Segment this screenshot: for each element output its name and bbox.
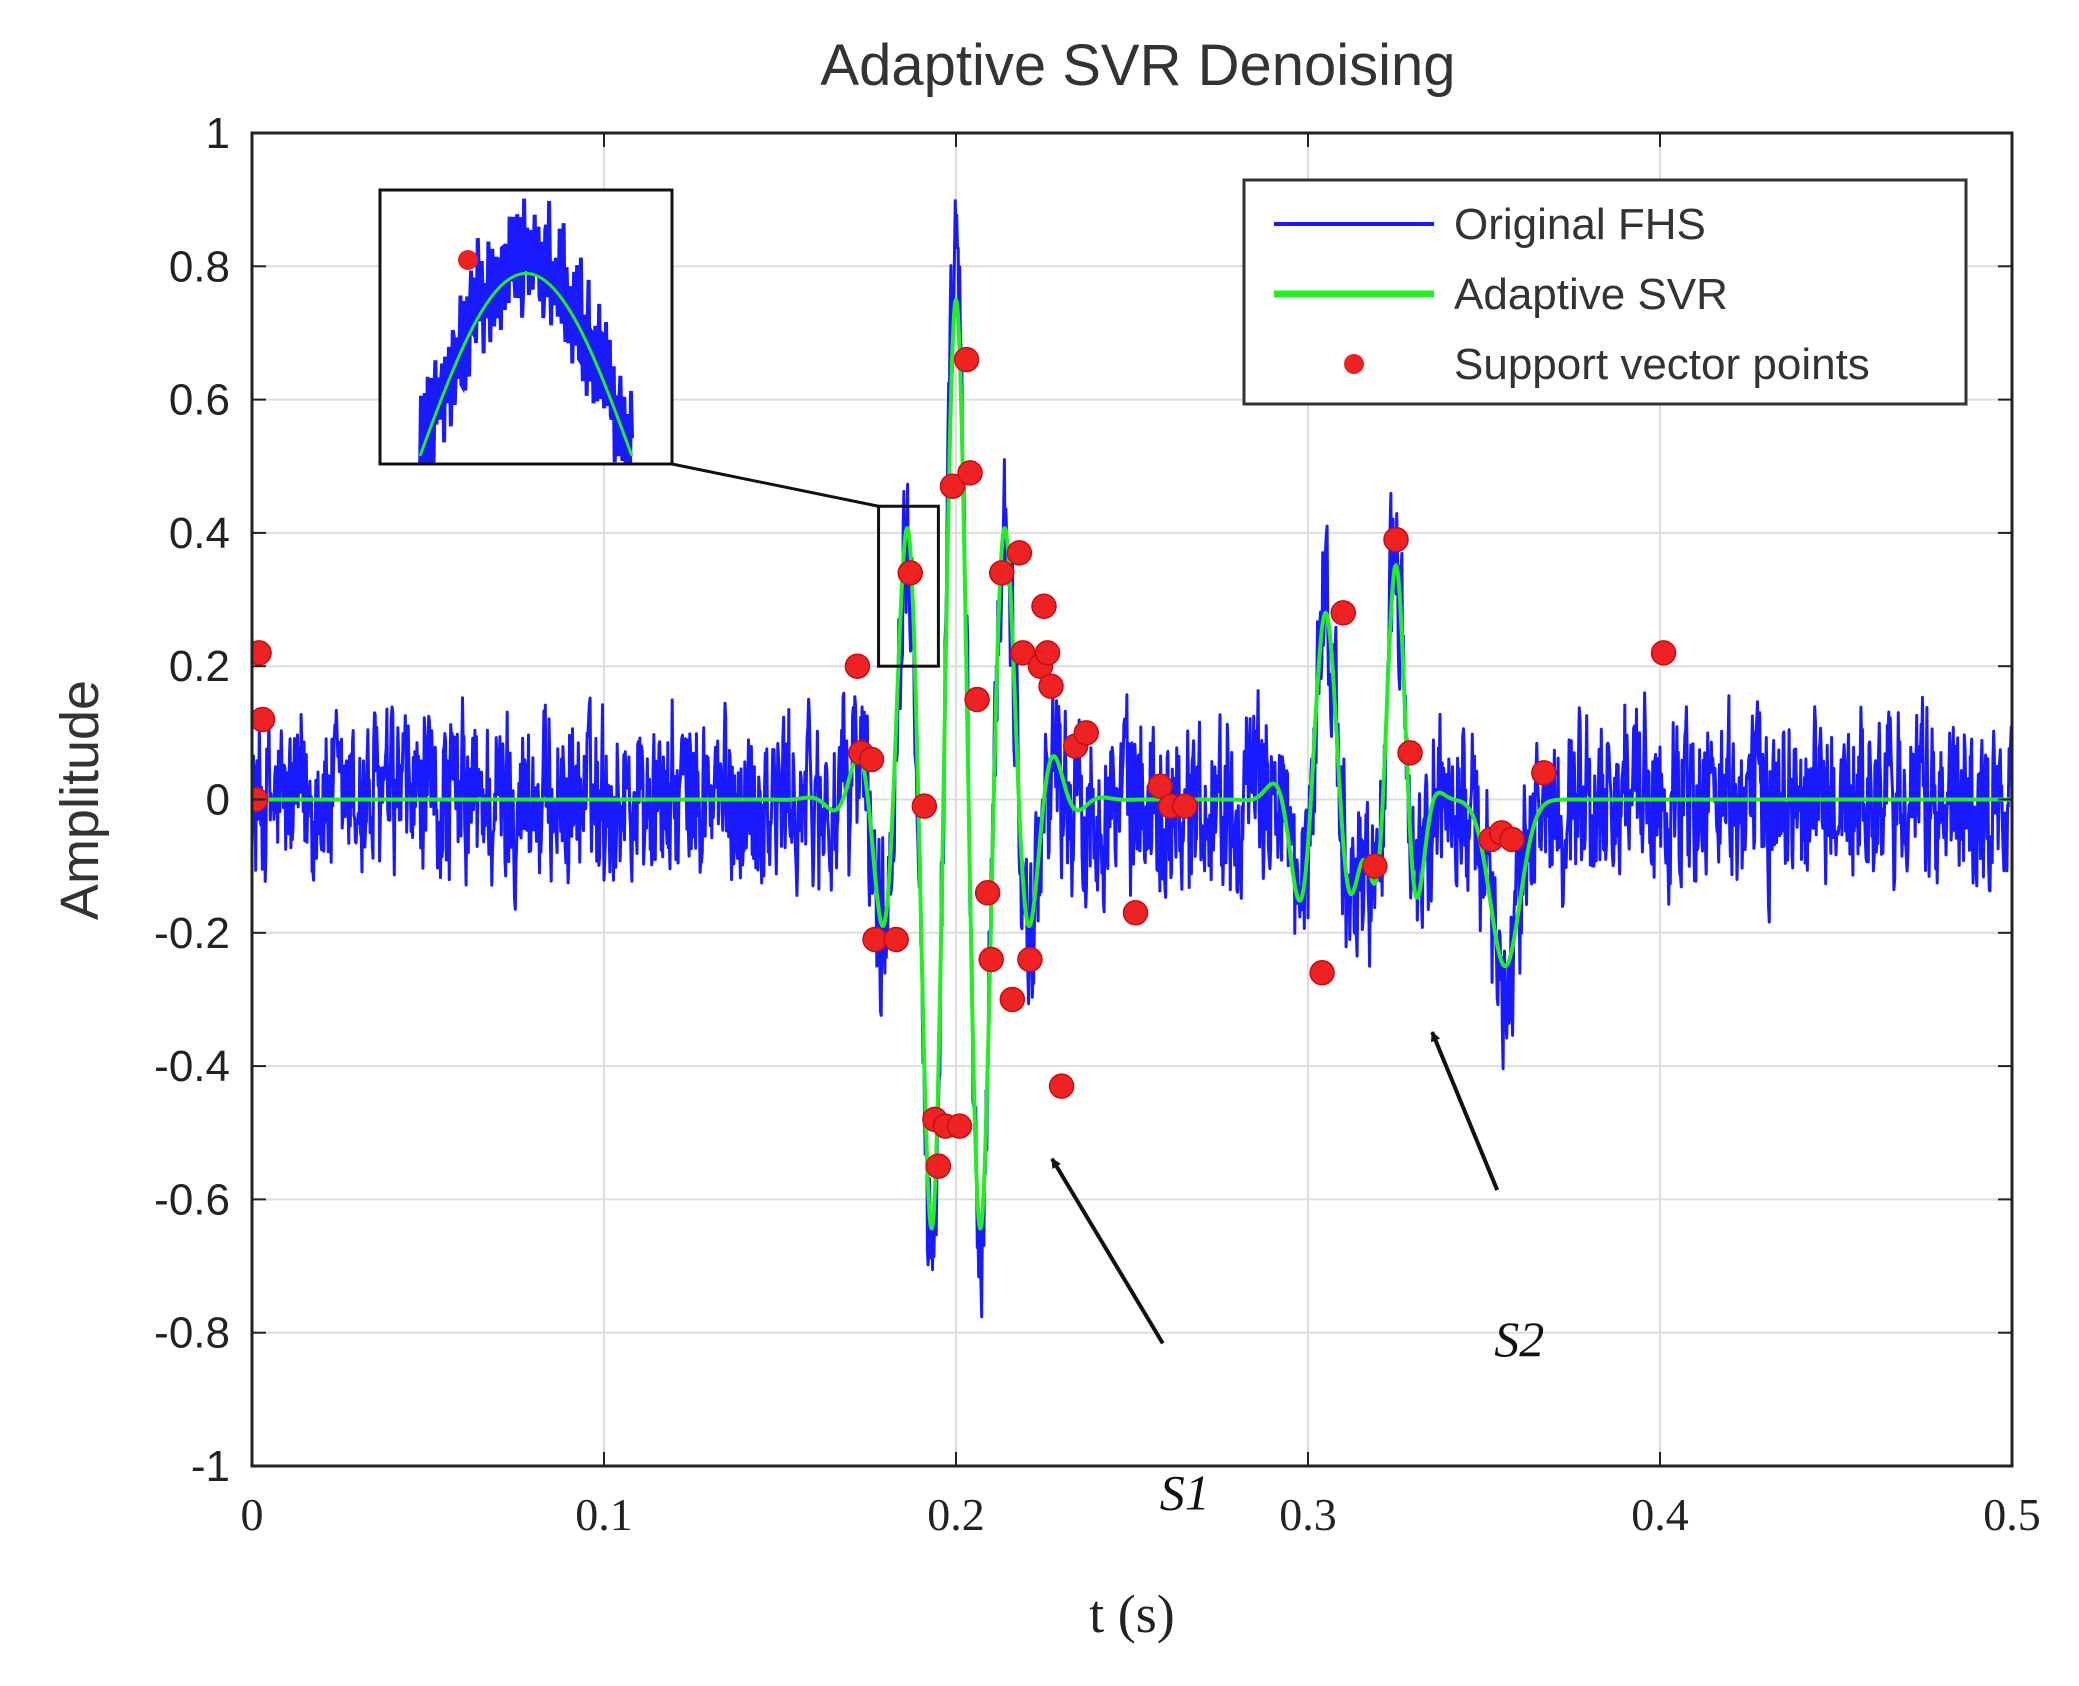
support-vector-point [1397,740,1423,766]
support-vector-point [1362,853,1388,879]
support-vector-point [1531,760,1557,786]
support-vector-point [1147,773,1173,799]
support-vector-point [252,706,276,733]
support-vector-point [1034,640,1061,666]
y-tick-label: -0.2 [154,909,230,958]
y-tick-label: 0 [206,776,230,825]
inset-frame [378,188,674,466]
y-tick-label: 1 [206,109,230,158]
support-vector-point [911,793,938,819]
support-vector-point [252,640,272,666]
y-tick-label: 0.4 [169,509,230,558]
support-vector-point [989,560,1015,586]
axis-ticks: 0 0.1 0.2 0.3 0.4 0.5 1 0.8 0.6 0.4 0.2 0 -0.2 -0.4 -0… [154,109,2041,1540]
support-vector-point [897,560,923,586]
x-tick-label: 0.5 [1983,1489,2041,1540]
inset-series-adaptive-svr [418,272,634,457]
annotation-label: S1 [1160,1464,1210,1520]
support-vector-point [939,473,966,499]
support-vector-point [946,1113,973,1139]
support-vector-point [1650,640,1677,666]
support-vector-point [1038,673,1064,699]
annotation-arrow [1050,1157,1165,1345]
support-vector-point [978,946,1004,973]
x-tick-label: 0 [241,1489,264,1540]
annotations: S1 S2 [1050,1031,1544,1520]
support-vector-point [964,686,990,713]
annotation-arrow [1430,1031,1500,1191]
legend-swatch-marker [1344,354,1364,374]
series-original-fhs [252,199,2012,1319]
y-tick-label: 0.8 [169,242,230,291]
y-tick-label: 0.2 [169,642,230,691]
y-tick-label: -1 [191,1442,230,1491]
support-vector-point [1122,900,1149,926]
zoom-region-box [877,504,940,668]
support-vector-point [1006,540,1033,566]
legend: Original FHS Adaptive SVR Support vector p… [1242,178,1968,406]
legend-entry-label: Adaptive SVR [1454,270,1728,319]
support-vector-point [1383,526,1409,553]
series-adaptive-svr [252,297,2012,1231]
zoom-connector-line [671,462,879,508]
support-vector-point [953,346,980,373]
y-tick-label: 0.6 [169,376,230,425]
support-vector-point [925,1153,952,1179]
support-vector-point [1031,593,1057,619]
y-tick-label: -0.4 [154,1042,230,1091]
support-vector-point [957,460,983,486]
support-vector-point [1172,793,1198,819]
zoom-inset-group [378,188,940,668]
x-tick-label: 0.2 [927,1489,985,1540]
legend-entry-label: Support vector points [1454,340,1870,389]
inset-support-vector-point [458,250,478,270]
support-vector-point [1309,960,1335,986]
support-vector-point [1017,946,1043,973]
support-vector-point [974,880,1001,906]
x-tick-label: 0.3 [1279,1489,1337,1540]
support-vector-point [1048,1073,1075,1099]
support-vector-point [883,926,909,953]
y-tick-label: -0.6 [154,1175,230,1224]
plot-area [252,199,2012,1319]
chart-title: Adaptive SVR Denoising [820,33,1455,98]
support-vector-point [844,653,871,679]
legend-entry-label: Original FHS [1454,200,1706,249]
support-vector-point [999,986,1026,1013]
x-tick-label: 0.4 [1631,1489,1689,1540]
y-tick-label: -0.8 [154,1309,230,1358]
x-axis-label: t (s) [1089,1584,1174,1644]
support-vector-point [858,746,885,773]
inset-plot [418,198,634,464]
support-vector-point [1073,720,1099,746]
y-axis-label: Amplitude [50,680,110,920]
support-vector-point [1330,600,1356,626]
x-tick-label: 0.1 [575,1489,633,1540]
annotation-label: S2 [1494,1311,1544,1367]
support-vector-point [1499,826,1525,853]
